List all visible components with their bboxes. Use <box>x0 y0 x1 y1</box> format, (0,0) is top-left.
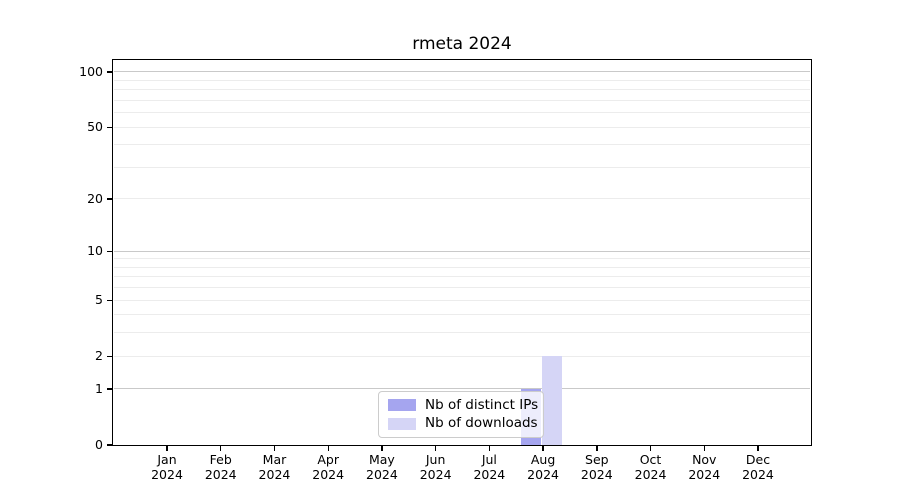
x-tick-label: Dec 2024 <box>742 452 774 482</box>
x-tick-mark <box>542 445 544 451</box>
y-tick-mark <box>107 126 113 128</box>
minor-gridline <box>114 276 810 278</box>
x-tick-mark <box>757 445 759 451</box>
minor-gridline <box>114 79 810 81</box>
minor-gridline <box>114 112 810 114</box>
chart-title: rmeta 2024 <box>412 34 512 54</box>
x-tick-label: Feb 2024 <box>204 452 237 482</box>
minor-gridline <box>114 99 810 101</box>
major-gridline <box>114 250 810 252</box>
x-tick-mark <box>220 445 222 451</box>
y-tick-label: 100 <box>79 64 103 79</box>
y-tick-label: 10 <box>87 243 103 259</box>
y-tick-label: 2 <box>95 348 103 364</box>
x-tick-label: Sep 2024 <box>580 452 613 482</box>
x-tick-label: May 2024 <box>366 452 398 482</box>
bar-downloads <box>542 356 563 445</box>
minor-gridline <box>114 287 810 289</box>
minor-gridline <box>114 299 810 301</box>
y-tick-label: 1 <box>95 380 103 396</box>
x-tick-mark <box>488 445 491 451</box>
x-tick-mark <box>273 445 276 451</box>
minor-gridline <box>114 266 810 268</box>
legend-entry: Nb of downloads <box>386 415 538 434</box>
minor-gridline <box>114 258 810 260</box>
minor-gridline <box>114 144 810 146</box>
minor-gridline <box>114 355 810 357</box>
minor-gridline <box>114 166 810 168</box>
legend-entry: Nb of distinct IPs <box>386 396 539 415</box>
y-tick-mark <box>107 444 113 446</box>
x-tick-mark <box>596 445 598 451</box>
legend-swatch-distinct-ips <box>388 399 416 412</box>
x-tick-label: Jul 2024 <box>473 452 506 482</box>
y-tick-label: 50 <box>87 119 103 135</box>
x-tick-mark <box>381 445 383 451</box>
y-tick-mark <box>107 198 113 200</box>
x-tick-mark <box>327 445 329 451</box>
x-tick-label: Oct 2024 <box>634 452 667 482</box>
minor-gridline <box>114 198 810 200</box>
legend-label: Nb of downloads <box>425 415 538 432</box>
major-gridline <box>114 388 810 390</box>
minor-gridline <box>114 126 810 128</box>
legend-label: Nb of distinct IPs <box>425 396 539 413</box>
y-tick-mark <box>107 71 113 73</box>
y-tick-label: 0 <box>95 437 103 452</box>
x-tick-mark <box>703 445 705 451</box>
y-tick-mark <box>107 355 113 357</box>
x-tick-label: Apr 2024 <box>312 452 345 482</box>
y-tick-mark <box>107 299 113 301</box>
x-tick-mark <box>649 445 652 451</box>
major-gridline <box>114 71 810 73</box>
y-tick-mark <box>107 388 113 390</box>
x-tick-label: Jan 2024 <box>151 452 183 482</box>
x-tick-label: Mar 2024 <box>258 452 291 482</box>
minor-gridline <box>114 89 810 91</box>
minor-gridline <box>114 314 810 316</box>
x-tick-label: Aug 2024 <box>527 452 559 482</box>
y-tick-mark <box>107 250 113 252</box>
plot-area-border <box>112 59 812 446</box>
legend-swatch-downloads <box>388 417 416 430</box>
y-tick-label: 20 <box>87 190 103 206</box>
x-tick-label: Jun 2024 <box>419 452 452 482</box>
legend-box: Nb of distinct IPs Nb of downloads <box>378 391 544 438</box>
x-tick-mark <box>435 445 437 451</box>
y-tick-label: 5 <box>95 292 103 308</box>
x-tick-mark <box>166 445 168 451</box>
minor-gridline <box>114 332 810 334</box>
x-tick-label: Nov 2024 <box>688 452 721 482</box>
